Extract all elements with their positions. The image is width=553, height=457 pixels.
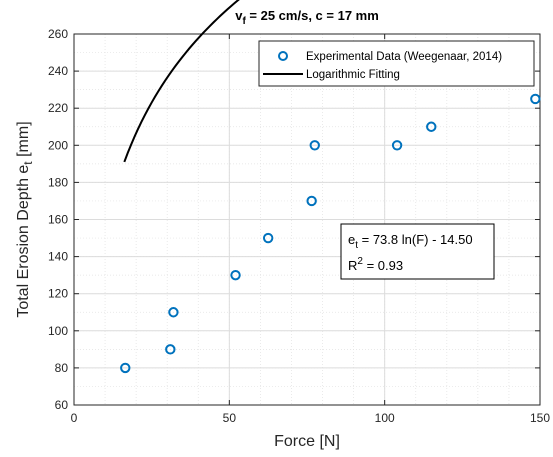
tick-labels: 0 50 100 150 60 80 100 120 140 160 180 200 220 240 260 — [48, 27, 550, 425]
y-tick-label: 60 — [55, 398, 69, 412]
title-rest: = 25 cm/s, c = 17 mm — [246, 8, 379, 23]
legend: Experimental Data (Weegenaar, 2014) Loga… — [258, 40, 535, 87]
y-tick-label: 200 — [48, 138, 68, 152]
data-point — [120, 362, 131, 374]
ylabel-sub: t — [21, 161, 35, 165]
y-tick-label: 260 — [48, 27, 68, 41]
y-tick-label: 140 — [48, 250, 68, 264]
y-tick-label: 100 — [48, 324, 68, 338]
legend-label-fitting: Logarithmic Fitting — [306, 69, 400, 81]
fit-equation: et = 73.8 ln(F) - 14.50 — [348, 232, 473, 251]
y-axis-title: Total Erosion Depth et [mm] — [15, 121, 35, 317]
axis-ticks — [73, 33, 541, 406]
eq-sub: t — [355, 240, 358, 251]
title-sub: f — [242, 16, 246, 27]
y-tick-label: 220 — [48, 101, 68, 115]
ylabel-rest: [mm] — [15, 121, 32, 161]
fit-equation-box: et = 73.8 ln(F) - 14.50 R2 = 0.93 — [340, 223, 495, 280]
data-point — [165, 344, 176, 355]
grid — [73, 33, 541, 406]
ylabel-main: Total Erosion Depth e — [15, 165, 32, 318]
r2-main: R — [348, 258, 357, 273]
legend-marker-experimental — [278, 51, 288, 61]
eq-rest: = 73.8 ln(F) - 14.50 — [358, 232, 473, 247]
data-point — [230, 269, 241, 281]
series — [120, 0, 541, 374]
fit-r-squared: R2 = 0.93 — [348, 256, 403, 273]
r2-sup: 2 — [357, 256, 363, 267]
data-point — [309, 140, 320, 151]
data-point — [426, 121, 437, 132]
data-point — [391, 140, 403, 151]
eq-main: e — [348, 232, 355, 247]
fit-equation-border — [340, 223, 495, 280]
fit-line — [123, 0, 240, 163]
data-point — [262, 232, 274, 244]
y-tick-label: 80 — [55, 361, 69, 375]
chart-title: vf = 25 cm/s, c = 17 mm — [235, 8, 379, 27]
x-tick-label: 150 — [530, 411, 550, 425]
x-tick-label: 50 — [223, 411, 237, 425]
data-point — [306, 195, 317, 207]
y-tick-label: 160 — [48, 213, 68, 227]
y-tick-label: 180 — [48, 175, 68, 189]
x-tick-label: 0 — [71, 411, 78, 425]
title-main: v — [235, 8, 243, 23]
legend-box — [258, 40, 535, 87]
x-axis-title: Force [N] — [274, 433, 340, 450]
y-tick-label: 240 — [48, 64, 68, 78]
y-tick-label: 120 — [48, 287, 68, 301]
legend-label-experimental: Experimental Data (Weegenaar, 2014) — [306, 51, 502, 63]
data-point — [168, 307, 179, 318]
data-point — [530, 93, 541, 105]
x-tick-label: 100 — [375, 411, 395, 425]
r2-rest: = 0.93 — [363, 258, 403, 273]
